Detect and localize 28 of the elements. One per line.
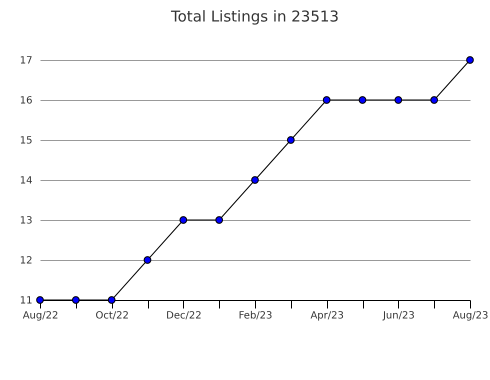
point [179, 216, 188, 224]
point [251, 176, 259, 184]
x-tick-label: Feb/23 [238, 310, 272, 322]
point [215, 216, 224, 224]
point [108, 296, 116, 304]
y-tick-label: 15 [20, 136, 32, 146]
y-tick-label: 17 [20, 56, 32, 66]
point [466, 56, 474, 64]
x-tick-label: Jun/23 [382, 310, 415, 322]
point [144, 256, 152, 264]
point [286, 136, 295, 144]
point [72, 296, 80, 304]
y-tick-label: 16 [20, 96, 32, 106]
x-tick-label: Aug/23 [452, 310, 488, 322]
y-tick-label: 14 [20, 176, 32, 186]
point [394, 96, 402, 104]
y-tick-label: 13 [20, 216, 32, 226]
x-tick-label: Dec/22 [166, 310, 202, 322]
x-tick-label: Apr/23 [310, 310, 344, 322]
point [322, 96, 331, 104]
point [430, 96, 438, 104]
point [36, 296, 44, 304]
chart-title: Total Listings in 23513 [170, 8, 339, 26]
x-tick-label: Oct/22 [95, 310, 129, 322]
y-tick-label: 11 [20, 296, 32, 306]
x-tick-label: Aug/22 [22, 310, 58, 322]
y-tick-label: 12 [20, 256, 32, 266]
point [358, 96, 366, 104]
